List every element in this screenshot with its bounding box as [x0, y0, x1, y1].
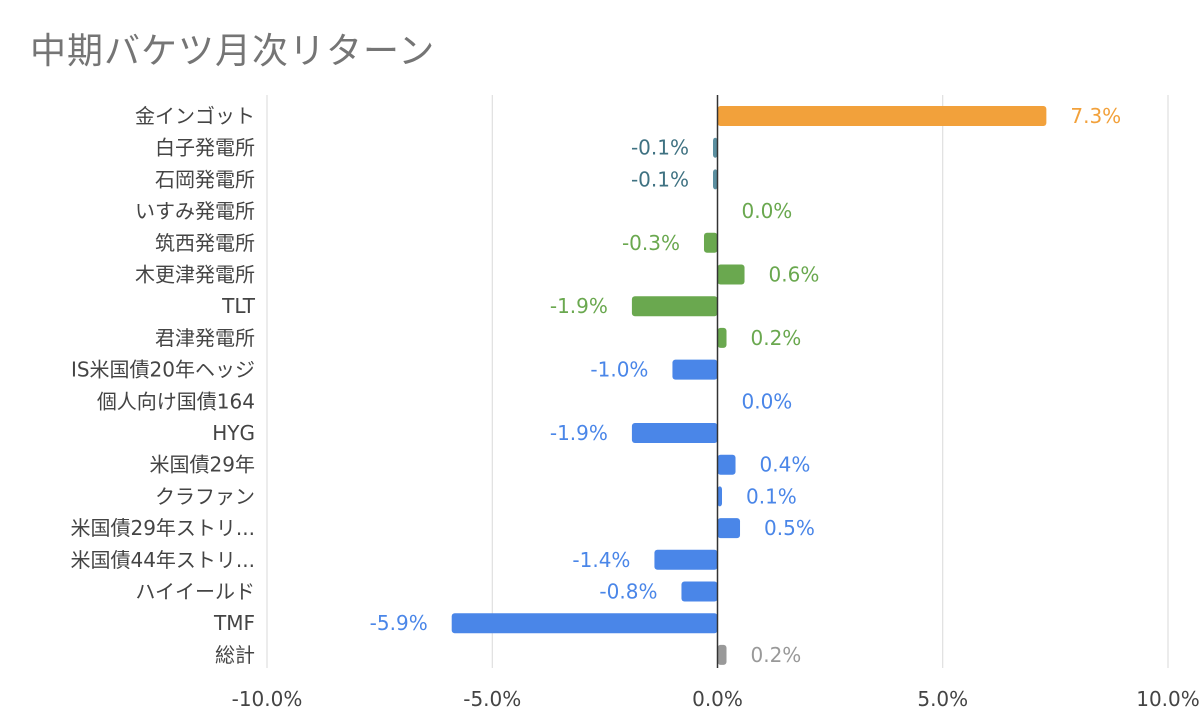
- x-tick-label: 5.0%: [917, 687, 968, 711]
- data-label: 0.4%: [760, 453, 811, 477]
- data-label: 0.2%: [751, 643, 802, 667]
- category-label: TMF: [213, 611, 255, 635]
- category-label: いすみ発電所: [135, 199, 255, 223]
- bar: [681, 581, 718, 602]
- bar: [717, 327, 727, 348]
- bar-layer: [451, 106, 1047, 665]
- x-tick-label: -5.0%: [463, 687, 521, 711]
- data-label: 0.1%: [746, 484, 797, 508]
- category-label: 木更津発電所: [135, 263, 255, 287]
- category-label: ハイイールド: [135, 580, 255, 604]
- bar: [717, 644, 727, 665]
- category-label: 米国債29年: [150, 453, 255, 477]
- chart-title: 中期バケツ月次リターン: [30, 31, 436, 72]
- bar: [717, 264, 745, 285]
- data-label: 0.5%: [764, 516, 815, 540]
- bar: [703, 232, 718, 253]
- category-label: 米国債44年ストリ...: [70, 548, 255, 572]
- bar: [654, 549, 718, 570]
- bar: [717, 106, 1047, 126]
- bar: [717, 454, 736, 475]
- category-label: 筑西発電所: [155, 231, 255, 255]
- data-label: -0.1%: [631, 167, 689, 191]
- bar: [631, 423, 718, 443]
- bar: [717, 518, 741, 539]
- category-label: HYG: [212, 421, 255, 445]
- bar: [712, 137, 718, 158]
- category-label: 米国債29年ストリ...: [70, 516, 255, 540]
- bar: [672, 359, 718, 380]
- data-label: -1.4%: [572, 548, 630, 572]
- bar: [451, 613, 718, 634]
- category-label: TLT: [221, 294, 256, 318]
- x-tick-label: 10.0%: [1136, 687, 1200, 711]
- data-label: 0.0%: [742, 199, 793, 223]
- data-label: 0.2%: [751, 326, 802, 350]
- bar: [712, 169, 718, 190]
- bar: [717, 486, 723, 507]
- label-layer: 金インゴット 7.3% 白子発電所 -0.1% 石岡発電所 -0.1% いすみ発電所 0.0%…: [70, 104, 1121, 667]
- data-label: -0.1%: [631, 136, 689, 160]
- category-label: 君津発電所: [155, 326, 255, 350]
- x-tick-label: -10.0%: [232, 687, 303, 711]
- category-label: 総計: [215, 643, 255, 667]
- data-label: 7.3%: [1070, 104, 1121, 128]
- bar: [631, 296, 718, 317]
- data-label: -0.8%: [599, 580, 657, 604]
- category-label: 金インゴット: [135, 104, 255, 128]
- axis-layer: -10.0% -5.0% 0.0% 5.0% 10.0%: [232, 95, 1200, 711]
- category-label: クラファン: [155, 484, 255, 508]
- data-label: -0.3%: [622, 231, 680, 255]
- data-label: -5.9%: [370, 611, 428, 635]
- data-label: 0.6%: [769, 263, 820, 287]
- category-label: 石岡発電所: [155, 167, 255, 191]
- data-label: -1.0%: [590, 358, 648, 382]
- data-label: -1.9%: [550, 294, 608, 318]
- category-label: 白子発電所: [155, 136, 255, 160]
- grid-layer: [266, 95, 1169, 668]
- x-tick-label: 0.0%: [692, 687, 743, 711]
- category-label: IS米国債20年ヘッジ: [71, 358, 255, 382]
- category-label: 個人向け国債164: [97, 389, 255, 413]
- data-label: 0.0%: [742, 389, 793, 413]
- data-label: -1.9%: [550, 421, 608, 445]
